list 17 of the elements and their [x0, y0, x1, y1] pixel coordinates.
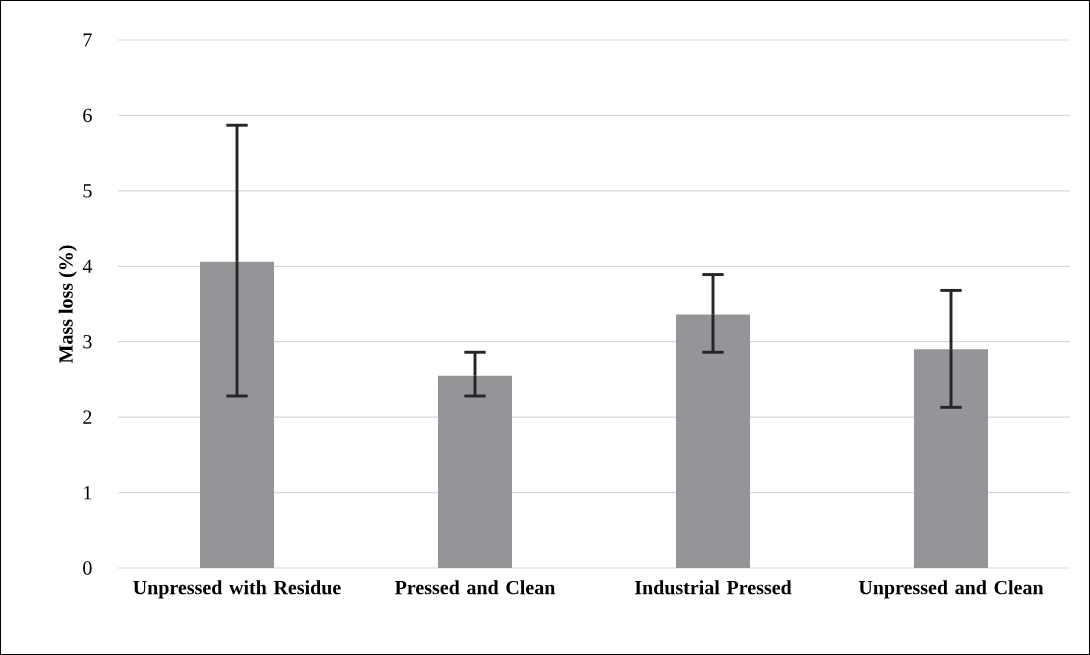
x-tick-label: Industrial Pressed: [634, 580, 792, 595]
y-tick-label: 1: [84, 485, 92, 500]
y-tick-label: 7: [83, 33, 92, 47]
bar: [200, 261, 274, 568]
bar: [914, 349, 988, 568]
y-axis-title: Mass loss (%): [58, 245, 77, 364]
y-tick-label: 2: [83, 410, 92, 424]
y-tick-label: 5: [83, 184, 92, 198]
bar: [438, 375, 512, 568]
x-tick-label: Pressed and Clean: [394, 580, 556, 595]
y-tick-label: 3: [83, 334, 92, 349]
bar: [676, 314, 750, 568]
x-tick-label: Unpressed and Clean: [858, 580, 1044, 599]
y-tick-label: 4: [82, 259, 93, 273]
x-tick-label: Unpressed with Residue: [133, 580, 341, 599]
y-tick-label: 6: [83, 108, 92, 123]
y-tick-label: 0: [83, 561, 92, 575]
